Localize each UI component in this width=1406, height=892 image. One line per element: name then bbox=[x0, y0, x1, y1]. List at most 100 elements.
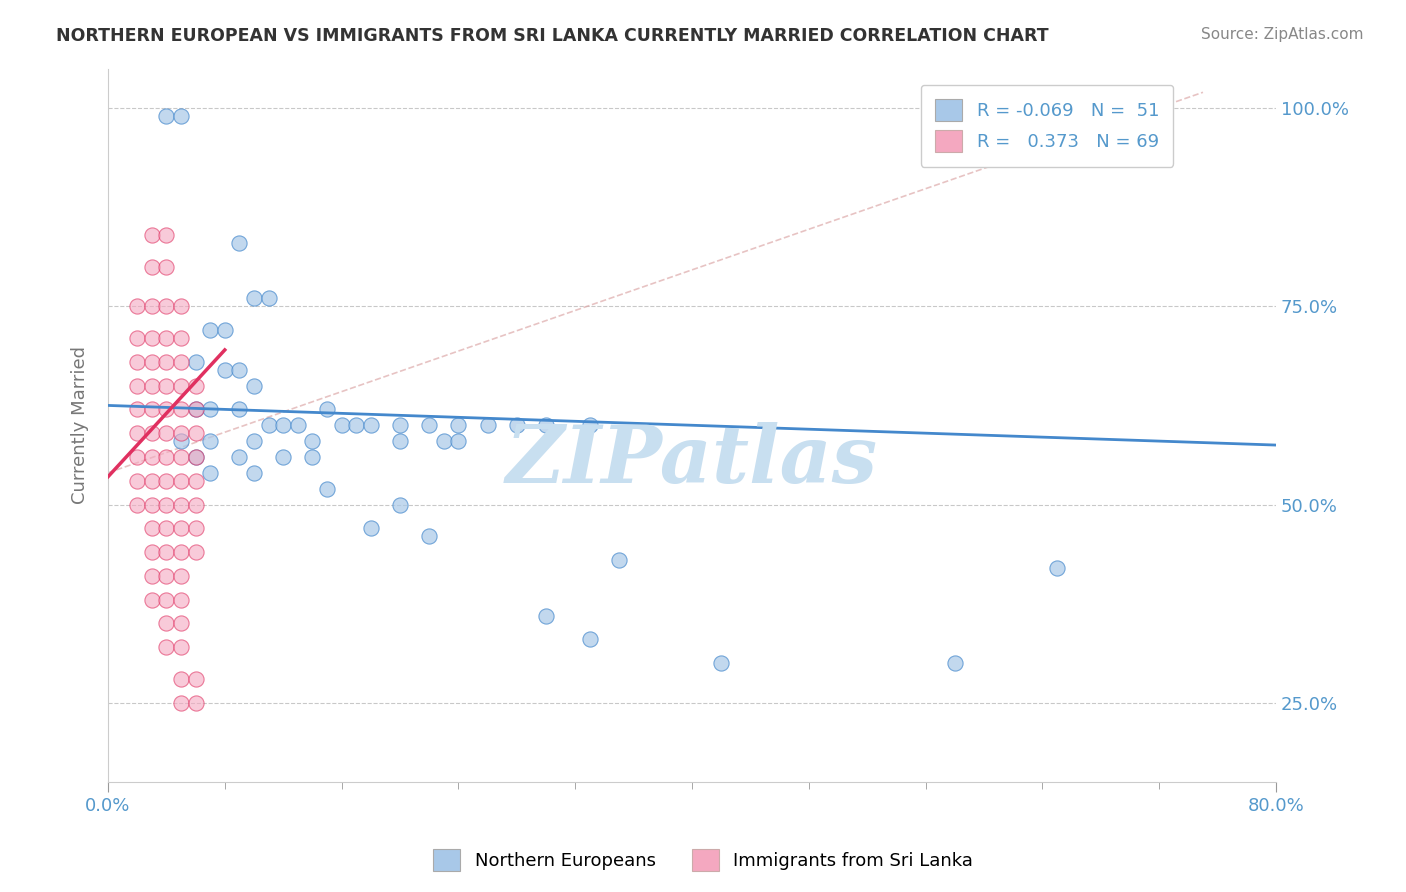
Point bbox=[155, 616, 177, 631]
Point bbox=[155, 545, 177, 559]
Point bbox=[184, 672, 207, 686]
Point bbox=[155, 426, 177, 441]
Point bbox=[170, 355, 193, 369]
Point bbox=[170, 640, 193, 655]
Point bbox=[184, 426, 207, 441]
Point bbox=[184, 450, 207, 464]
Point bbox=[127, 498, 149, 512]
Point bbox=[127, 474, 149, 488]
Point bbox=[141, 299, 163, 313]
Point bbox=[170, 402, 193, 417]
Point bbox=[943, 656, 966, 670]
Point bbox=[534, 418, 557, 433]
Point bbox=[170, 521, 193, 535]
Legend: R = -0.069   N =  51, R =   0.373   N = 69: R = -0.069 N = 51, R = 0.373 N = 69 bbox=[921, 85, 1174, 167]
Point bbox=[127, 402, 149, 417]
Text: NORTHERN EUROPEAN VS IMMIGRANTS FROM SRI LANKA CURRENTLY MARRIED CORRELATION CHA: NORTHERN EUROPEAN VS IMMIGRANTS FROM SRI… bbox=[56, 27, 1049, 45]
Point bbox=[155, 640, 177, 655]
Point bbox=[141, 331, 163, 345]
Point bbox=[184, 521, 207, 535]
Point bbox=[447, 418, 470, 433]
Point bbox=[155, 474, 177, 488]
Point bbox=[388, 418, 411, 433]
Point bbox=[360, 418, 382, 433]
Point bbox=[127, 378, 149, 392]
Point bbox=[170, 545, 193, 559]
Point bbox=[155, 331, 177, 345]
Point bbox=[184, 402, 207, 417]
Point bbox=[418, 529, 440, 543]
Point bbox=[141, 450, 163, 464]
Point bbox=[228, 235, 250, 250]
Point bbox=[506, 418, 529, 433]
Point bbox=[344, 418, 367, 433]
Point bbox=[141, 592, 163, 607]
Point bbox=[170, 569, 193, 583]
Point bbox=[141, 426, 163, 441]
Point bbox=[155, 521, 177, 535]
Point bbox=[214, 363, 236, 377]
Point bbox=[198, 466, 221, 480]
Point bbox=[141, 260, 163, 274]
Point bbox=[170, 434, 193, 449]
Point bbox=[243, 466, 266, 480]
Point bbox=[1046, 561, 1069, 575]
Point bbox=[360, 521, 382, 535]
Point bbox=[257, 418, 280, 433]
Point bbox=[243, 434, 266, 449]
Point bbox=[155, 260, 177, 274]
Point bbox=[184, 450, 207, 464]
Point bbox=[141, 545, 163, 559]
Point bbox=[184, 402, 207, 417]
Point bbox=[214, 323, 236, 337]
Point bbox=[170, 592, 193, 607]
Point bbox=[184, 545, 207, 559]
Point bbox=[141, 402, 163, 417]
Point bbox=[578, 632, 600, 647]
Point bbox=[198, 323, 221, 337]
Point bbox=[170, 450, 193, 464]
Point bbox=[155, 378, 177, 392]
Point bbox=[316, 402, 339, 417]
Point bbox=[184, 474, 207, 488]
Point bbox=[127, 299, 149, 313]
Point bbox=[388, 498, 411, 512]
Point bbox=[155, 355, 177, 369]
Point bbox=[330, 418, 353, 433]
Point bbox=[141, 378, 163, 392]
Point bbox=[271, 418, 294, 433]
Point bbox=[477, 418, 499, 433]
Point bbox=[301, 450, 323, 464]
Point bbox=[534, 608, 557, 623]
Point bbox=[228, 363, 250, 377]
Point bbox=[127, 450, 149, 464]
Point bbox=[447, 434, 470, 449]
Point bbox=[170, 299, 193, 313]
Point bbox=[184, 696, 207, 710]
Point bbox=[170, 331, 193, 345]
Point bbox=[388, 434, 411, 449]
Point bbox=[287, 418, 309, 433]
Point bbox=[170, 378, 193, 392]
Point bbox=[243, 378, 266, 392]
Point bbox=[316, 482, 339, 496]
Point bbox=[155, 402, 177, 417]
Point bbox=[141, 498, 163, 512]
Point bbox=[127, 426, 149, 441]
Point bbox=[155, 299, 177, 313]
Point bbox=[155, 450, 177, 464]
Point bbox=[155, 569, 177, 583]
Point bbox=[243, 292, 266, 306]
Point bbox=[141, 474, 163, 488]
Point bbox=[607, 553, 630, 567]
Point bbox=[170, 672, 193, 686]
Point bbox=[198, 434, 221, 449]
Point bbox=[127, 355, 149, 369]
Point bbox=[170, 616, 193, 631]
Point bbox=[170, 109, 193, 123]
Point bbox=[155, 227, 177, 242]
Point bbox=[127, 331, 149, 345]
Point bbox=[184, 378, 207, 392]
Point bbox=[228, 402, 250, 417]
Point bbox=[198, 402, 221, 417]
